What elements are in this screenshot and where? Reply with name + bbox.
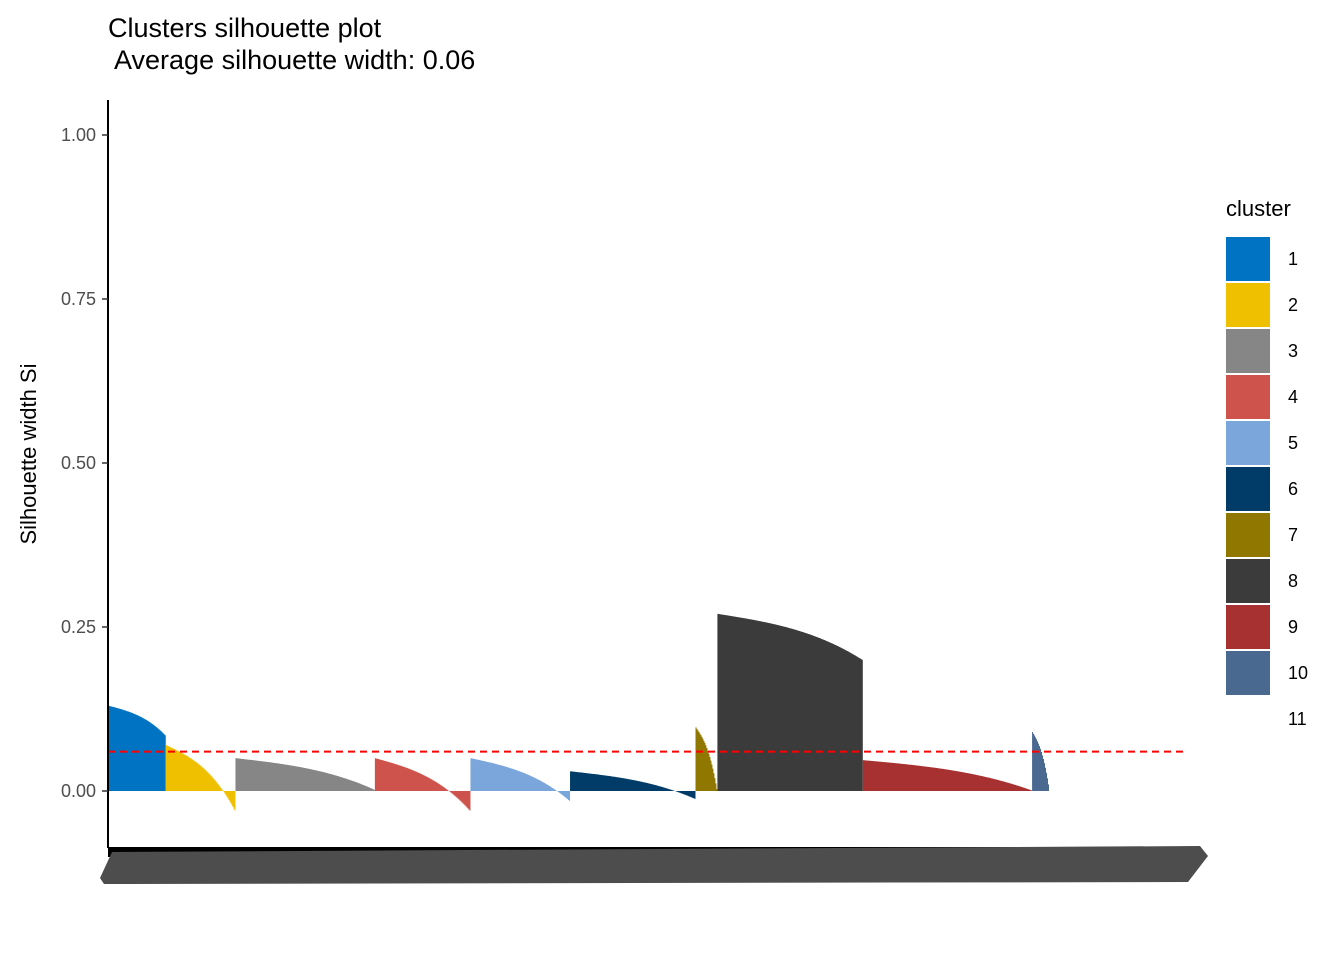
y-tick-label: 0.00	[61, 781, 96, 801]
legend-swatch	[1226, 467, 1270, 511]
legend-label: 10	[1288, 662, 1309, 683]
legend-label: 7	[1288, 524, 1299, 545]
legend-label: 6	[1288, 478, 1299, 499]
legend-swatch	[1226, 605, 1270, 649]
legend-swatch	[1226, 651, 1270, 695]
y-tick-label: 0.75	[61, 289, 96, 309]
chart-title-block: Clusters silhouette plot Average silhoue…	[108, 12, 475, 76]
y-axis-ticks: 0.00 0.25 0.50 0.75 1.00	[61, 125, 108, 801]
legend-label: 8	[1288, 570, 1299, 591]
y-axis-label: Silhouette width Si	[16, 364, 41, 545]
legend-items: 1 2 3 4 5 6 7 8 9 10 11	[1226, 236, 1308, 742]
cluster-bars-1	[108, 705, 166, 791]
y-tick-label: 0.50	[61, 453, 96, 473]
legend-label: 9	[1288, 616, 1299, 637]
legend-item-11: 11	[1226, 696, 1308, 742]
legend-label: 1	[1288, 248, 1299, 269]
legend-label: 3	[1288, 340, 1299, 361]
x-axis-tick-smudge	[100, 846, 1208, 884]
cluster-bars-6	[570, 771, 696, 799]
legend-item-8: 8	[1226, 558, 1308, 604]
cluster-bars-2	[165, 745, 236, 811]
legend-swatch	[1226, 421, 1270, 465]
legend-item-3: 3	[1226, 328, 1308, 374]
legend-swatch	[1226, 283, 1270, 327]
legend-label: 5	[1288, 432, 1299, 453]
legend-swatch	[1226, 513, 1270, 557]
silhouette-bars	[108, 613, 1050, 811]
legend-label: 4	[1288, 386, 1299, 407]
legend-item-7: 7	[1226, 512, 1308, 558]
legend-item-1: 1	[1226, 236, 1308, 282]
legend: cluster 1 2 3 4 5 6 7 8 9 10 11	[1226, 196, 1308, 742]
legend-swatch	[1226, 559, 1270, 603]
legend-title: cluster	[1226, 196, 1291, 221]
cluster-bars-5	[470, 758, 571, 801]
legend-item-6: 6	[1226, 466, 1308, 512]
legend-item-9: 9	[1226, 604, 1308, 650]
legend-label: 2	[1288, 294, 1299, 315]
cluster-bars-3	[235, 758, 375, 791]
cluster-bars-9	[862, 760, 1033, 791]
y-tick-label: 0.25	[61, 617, 96, 637]
chart-title: Clusters silhouette plot	[108, 13, 382, 43]
cluster-bars-8	[717, 613, 863, 791]
cluster-bars-10	[1032, 731, 1050, 791]
legend-item-10: 10	[1226, 650, 1308, 696]
legend-swatch	[1226, 237, 1270, 281]
legend-label: 11	[1288, 708, 1307, 729]
legend-swatch	[1226, 329, 1270, 373]
cluster-bars-4	[374, 758, 471, 811]
chart-subtitle: Average silhouette width: 0.06	[108, 45, 476, 75]
cluster-bars-7	[695, 727, 718, 791]
x-tick-labels-overplotted	[100, 846, 1208, 884]
y-tick-label: 1.00	[61, 125, 96, 145]
legend-item-5: 5	[1226, 420, 1308, 466]
legend-item-4: 4	[1226, 374, 1308, 420]
legend-item-2: 2	[1226, 282, 1308, 328]
legend-swatch	[1226, 697, 1270, 741]
legend-swatch	[1226, 375, 1270, 419]
